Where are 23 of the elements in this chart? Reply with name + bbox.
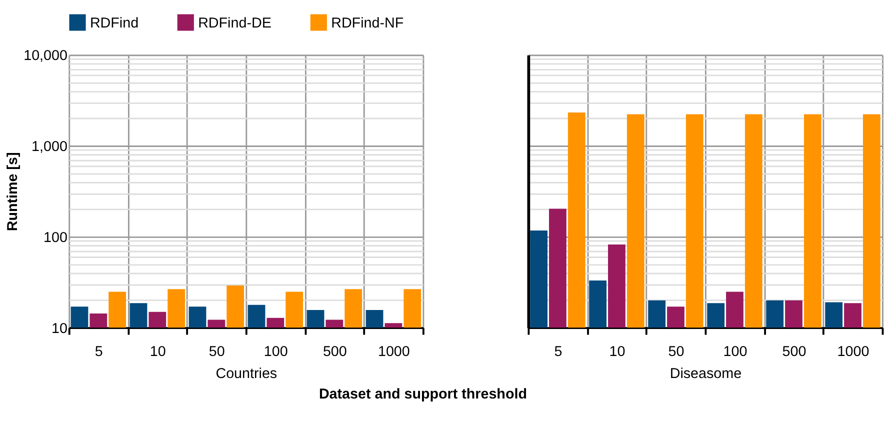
x-tick-label: 100 (723, 344, 748, 360)
y-tick-label: 1,000 (32, 139, 68, 156)
y-tick-label: 10,000 (24, 48, 68, 64)
x-tick-label: 1000 (837, 344, 870, 360)
x-axis-title: Diseasome (670, 366, 742, 382)
x-tick-label: 100 (264, 344, 288, 360)
x-tick-label: 50 (208, 344, 225, 360)
x-tick-label: 5 (554, 344, 562, 360)
legend-label: RDFind (90, 15, 139, 32)
legend-label: RDFind-DE (198, 15, 272, 32)
x-axis-title: Countries (216, 366, 278, 382)
y-axis-title: Runtime [s] (4, 152, 21, 232)
x-tick-label: 50 (668, 344, 684, 360)
y-tick-label: 100 (44, 230, 68, 246)
text: Dataset and support threshold (318, 386, 527, 402)
x-tick-label: 10 (150, 344, 166, 360)
x-tick-label: 10 (609, 344, 626, 360)
x-tick-label: 5 (94, 344, 103, 360)
x-tick-label: 500 (782, 344, 806, 360)
x-tick-label: 1000 (378, 344, 410, 360)
y-tick-label: 10 (51, 320, 68, 337)
x-tick-label: 500 (322, 344, 347, 360)
legend-label: RDFind-NF (331, 15, 404, 32)
